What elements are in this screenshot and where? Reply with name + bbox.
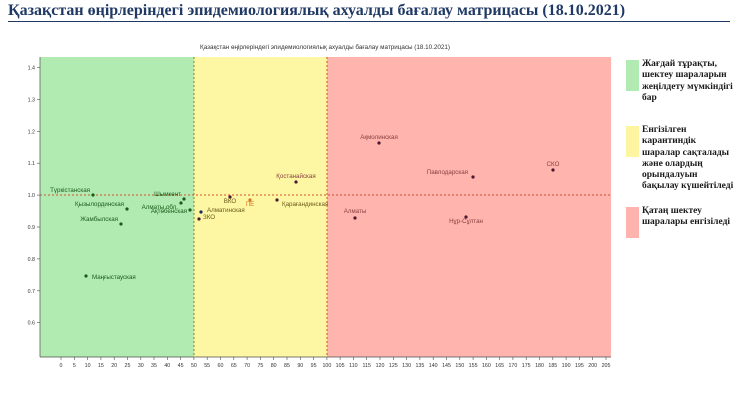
svg-text:95: 95 bbox=[311, 363, 317, 369]
svg-text:ВКО: ВКО bbox=[224, 198, 237, 205]
svg-text:140: 140 bbox=[429, 363, 438, 369]
svg-text:Маңғыстауская: Маңғыстауская bbox=[92, 274, 136, 281]
svg-text:0.7: 0.7 bbox=[28, 289, 35, 295]
svg-text:10: 10 bbox=[85, 363, 91, 369]
svg-text:60: 60 bbox=[218, 363, 224, 369]
svg-text:180: 180 bbox=[535, 363, 544, 369]
svg-text:115: 115 bbox=[362, 363, 370, 369]
svg-text:1.1: 1.1 bbox=[28, 161, 35, 167]
svg-text:Алматинская: Алматинская bbox=[207, 207, 245, 214]
svg-text:0.6: 0.6 bbox=[28, 321, 35, 327]
svg-text:Түркістанская: Түркістанская bbox=[50, 187, 90, 194]
svg-text:105: 105 bbox=[336, 363, 345, 369]
svg-text:СКО: СКО bbox=[547, 161, 560, 168]
svg-text:160: 160 bbox=[482, 363, 491, 369]
svg-text:70: 70 bbox=[244, 363, 250, 369]
svg-text:Жамбылская: Жамбылская bbox=[80, 216, 118, 223]
svg-text:25: 25 bbox=[125, 363, 131, 369]
svg-text:85: 85 bbox=[284, 363, 290, 369]
svg-text:5: 5 bbox=[73, 363, 76, 369]
svg-text:Қазақстан өңірлеріндегі эпидем: Қазақстан өңірлеріндегі эпидемиологиялық… bbox=[200, 43, 450, 51]
svg-text:1.4: 1.4 bbox=[28, 66, 35, 72]
svg-text:Нұр-Сұлтан: Нұр-Сұлтан bbox=[449, 218, 483, 225]
svg-text:Қарағандинская: Қарағандинская bbox=[282, 201, 328, 208]
svg-text:100: 100 bbox=[322, 363, 331, 369]
svg-text:195: 195 bbox=[575, 363, 584, 369]
svg-text:0.8: 0.8 bbox=[28, 257, 35, 263]
svg-text:165: 165 bbox=[495, 363, 504, 369]
svg-text:45: 45 bbox=[178, 363, 184, 369]
svg-text:175: 175 bbox=[522, 363, 531, 369]
svg-text:130: 130 bbox=[402, 363, 411, 369]
svg-text:Павлодарская: Павлодарская bbox=[427, 169, 468, 176]
svg-text:1.3: 1.3 bbox=[28, 97, 35, 103]
svg-text:Шымкент: Шымкент bbox=[154, 191, 181, 198]
svg-text:ПЕ: ПЕ bbox=[246, 201, 255, 208]
svg-text:155: 155 bbox=[469, 363, 478, 369]
svg-text:170: 170 bbox=[508, 363, 517, 369]
svg-text:1.0: 1.0 bbox=[28, 193, 35, 199]
svg-text:0: 0 bbox=[60, 363, 63, 369]
svg-text:50: 50 bbox=[191, 363, 197, 369]
svg-text:Алматы: Алматы bbox=[344, 208, 367, 215]
svg-text:125: 125 bbox=[389, 363, 398, 369]
svg-text:90: 90 bbox=[297, 363, 303, 369]
svg-text:1.2: 1.2 bbox=[28, 129, 35, 135]
svg-text:35: 35 bbox=[151, 363, 157, 369]
svg-text:120: 120 bbox=[376, 363, 385, 369]
svg-text:30: 30 bbox=[138, 363, 144, 369]
svg-text:20: 20 bbox=[111, 363, 117, 369]
svg-text:110: 110 bbox=[349, 363, 357, 369]
svg-text:200: 200 bbox=[588, 363, 597, 369]
svg-text:15: 15 bbox=[98, 363, 104, 369]
svg-text:0.9: 0.9 bbox=[28, 225, 35, 231]
svg-text:135: 135 bbox=[415, 363, 424, 369]
svg-text:150: 150 bbox=[455, 363, 464, 369]
svg-text:ЗКО: ЗКО bbox=[203, 214, 215, 221]
svg-text:Қызылординская: Қызылординская bbox=[75, 201, 124, 208]
svg-text:80: 80 bbox=[271, 363, 277, 369]
svg-text:40: 40 bbox=[164, 363, 170, 369]
svg-text:185: 185 bbox=[548, 363, 557, 369]
svg-text:55: 55 bbox=[204, 363, 210, 369]
svg-text:190: 190 bbox=[562, 363, 571, 369]
svg-text:Ақтөбенская: Ақтөбенская bbox=[151, 208, 187, 215]
svg-text:Ақмолинская: Ақмолинская bbox=[360, 134, 398, 141]
svg-text:145: 145 bbox=[442, 363, 451, 369]
svg-text:Қостанайская: Қостанайская bbox=[276, 173, 315, 180]
svg-text:75: 75 bbox=[257, 363, 263, 369]
svg-text:205: 205 bbox=[602, 363, 611, 369]
svg-text:65: 65 bbox=[231, 363, 237, 369]
